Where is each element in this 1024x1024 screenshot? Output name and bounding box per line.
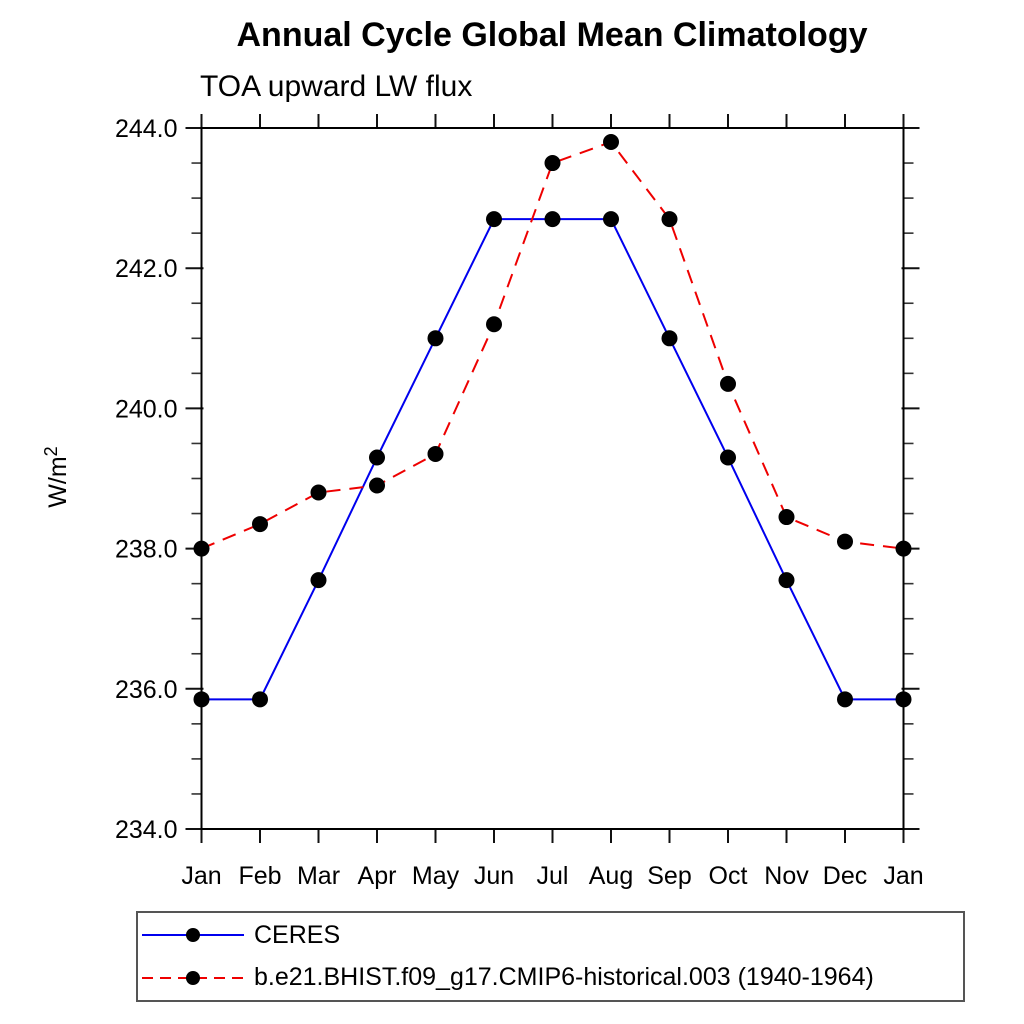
x-tick-label: Jan [181, 862, 221, 890]
x-tick-label: Oct [709, 862, 748, 890]
y-axis-label: W/m2 [41, 446, 72, 507]
chart-title: Annual Cycle Global Mean Climatology [236, 16, 868, 54]
data-point-marker [486, 316, 502, 333]
x-tick-label: Jun [474, 862, 514, 890]
data-point-marker [369, 449, 385, 466]
x-tick-label: Apr [358, 862, 397, 890]
chart-frame [200, 127, 905, 830]
x-tick-label: Feb [238, 862, 281, 890]
y-tick-label: 234.0 [115, 816, 178, 844]
y-tick-label: 236.0 [115, 676, 178, 704]
data-point-marker [310, 572, 327, 589]
data-point-marker [895, 540, 912, 557]
data-point-marker [193, 540, 210, 557]
y-tick-label: 244.0 [115, 115, 178, 143]
legend-label-ceres: CERES [254, 920, 341, 949]
data-point-marker [778, 572, 795, 589]
x-tick-label: Jan [883, 862, 923, 890]
y-tick-label: 238.0 [115, 536, 178, 564]
legend-sample-marker [186, 970, 200, 985]
data-point-marker [544, 211, 561, 228]
data-point-marker [427, 330, 444, 347]
x-tick-label: Jul [537, 862, 569, 890]
x-tick-label: Dec [823, 862, 867, 890]
data-point-marker [603, 211, 619, 228]
data-point-marker [720, 449, 736, 466]
x-tick-label: Sep [647, 862, 691, 890]
data-point-marker [486, 211, 502, 228]
legend-line-sample-ceres [142, 928, 244, 943]
data-point-marker [369, 477, 385, 494]
legend-sample-marker [186, 928, 200, 943]
legend-line-sample-model [142, 970, 244, 985]
data-point-marker [603, 134, 619, 151]
data-point-marker [778, 509, 795, 526]
series-line-ceres [201, 218, 904, 701]
data-point-marker [661, 330, 678, 347]
y-tick-label: 242.0 [115, 255, 178, 283]
data-point-marker [837, 533, 853, 550]
x-tick-label: Nov [764, 862, 809, 890]
data-point-marker [193, 691, 210, 708]
legend-item-ceres: CERES [142, 915, 963, 955]
data-point-marker [427, 445, 444, 462]
data-point-marker [895, 691, 912, 708]
data-point-marker [661, 211, 678, 228]
x-tick-label: Mar [297, 862, 340, 890]
data-point-marker [252, 691, 268, 708]
x-tick-label: Aug [589, 862, 633, 890]
data-point-marker [252, 516, 268, 533]
chart-subtitle: TOA upward LW flux [200, 70, 473, 103]
data-point-marker [720, 375, 736, 392]
x-tick-label: May [412, 862, 460, 890]
legend: CERES b.e21.BHIST.f09_g17.CMIP6-historic… [136, 911, 965, 1002]
legend-label-model: b.e21.BHIST.f09_g17.CMIP6-historical.003… [254, 963, 874, 992]
series-line-model [201, 140, 904, 550]
data-point-marker [837, 691, 853, 708]
legend-item-model: b.e21.BHIST.f09_g17.CMIP6-historical.003… [142, 958, 963, 998]
data-point-marker [310, 484, 327, 501]
y-tick-label: 240.0 [115, 395, 178, 423]
data-point-marker [544, 155, 561, 172]
